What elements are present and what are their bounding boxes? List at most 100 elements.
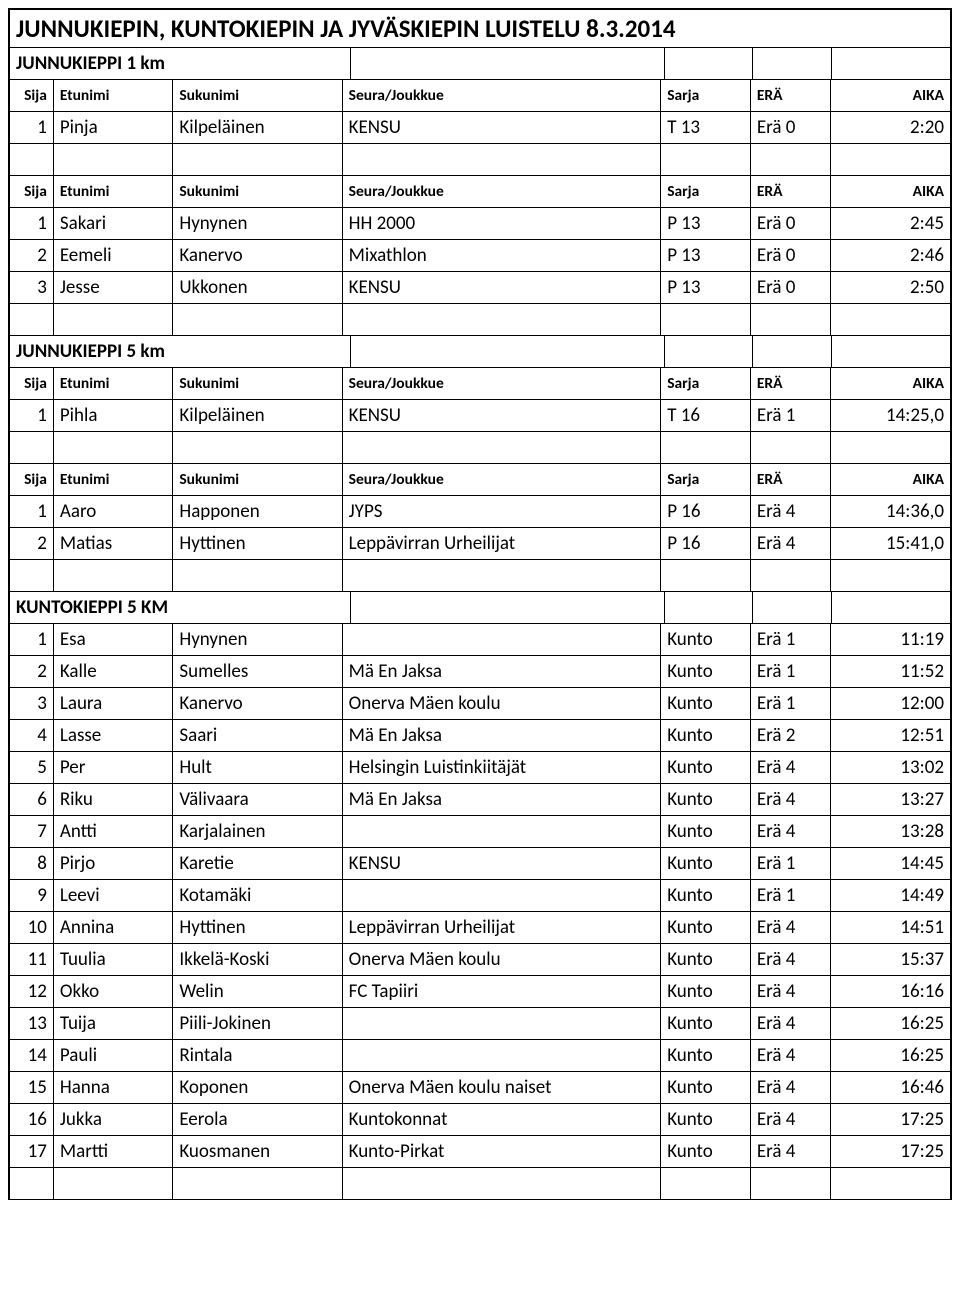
section-title: JUNNUKIEPPI 1 km	[10, 48, 351, 79]
cell-era: Erä 4	[751, 1104, 831, 1135]
data-row: 11TuuliaIkkelä-KoskiOnerva Mäen kouluKun…	[10, 944, 950, 976]
cell-era: Erä 4	[751, 816, 831, 847]
cell-etunimi: Esa	[54, 624, 174, 655]
cell-etunimi: Antti	[54, 816, 174, 847]
cell-sarja: P 16	[661, 528, 751, 559]
cell-sija: 13	[10, 1008, 54, 1039]
col-seura: Seura/Joukkue	[343, 80, 662, 111]
cell-seura: Onerva Mäen koulu naiset	[343, 1072, 662, 1103]
cell-aika: 2:46	[831, 240, 951, 271]
page-title: JUNNUKIEPIN, KUNTOKIEPIN JA JYVÄSKIEPIN …	[10, 10, 950, 47]
cell-etunimi: Sakari	[54, 208, 174, 239]
col-sukunimi: Sukunimi	[173, 176, 342, 207]
cell-sarja: Kunto	[661, 1040, 751, 1071]
cell-aika: 16:25	[831, 1008, 951, 1039]
cell-sarja: P 13	[661, 208, 751, 239]
data-row: 1PinjaKilpeläinenKENSUT 13Erä 02:20	[10, 112, 950, 144]
cell-sija: 1	[10, 112, 54, 143]
cell-sukunimi: Eerola	[173, 1104, 342, 1135]
cell-era: Erä 0	[751, 240, 831, 271]
cell-sukunimi: Kotamäki	[173, 880, 342, 911]
cell-etunimi: Kalle	[54, 656, 174, 687]
cell-aika: 14:36,0	[831, 496, 951, 527]
cell-aika: 17:25	[831, 1136, 951, 1167]
data-row: 6RikuVälivaaraMä En JaksaKuntoErä 413:27	[10, 784, 950, 816]
section-title: JUNNUKIEPPI 5 km	[10, 336, 351, 367]
cell-sarja: Kunto	[661, 880, 751, 911]
cell-sija: 1	[10, 400, 54, 431]
cell-seura: Kunto-Pirkat	[343, 1136, 662, 1167]
page-title-row: JUNNUKIEPIN, KUNTOKIEPIN JA JYVÄSKIEPIN …	[10, 10, 950, 48]
cell-seura: Leppävirran Urheilijat	[343, 912, 662, 943]
col-etunimi: Etunimi	[54, 176, 174, 207]
cell-aika: 15:37	[831, 944, 951, 975]
cell-sukunimi: Välivaara	[173, 784, 342, 815]
cell-era: Erä 0	[751, 208, 831, 239]
col-era: ERÄ	[751, 368, 831, 399]
col-sukunimi: Sukunimi	[173, 368, 342, 399]
cell-sukunimi: Hyttinen	[173, 528, 342, 559]
cell-sarja: Kunto	[661, 624, 751, 655]
data-row: 3JesseUkkonenKENSUP 13Erä 02:50	[10, 272, 950, 304]
cell-aika: 14:51	[831, 912, 951, 943]
col-sukunimi: Sukunimi	[173, 80, 342, 111]
cell-etunimi: Per	[54, 752, 174, 783]
cell-seura: KENSU	[343, 400, 662, 431]
col-seura: Seura/Joukkue	[343, 464, 662, 495]
cell-sija: 14	[10, 1040, 54, 1071]
cell-aika: 16:46	[831, 1072, 951, 1103]
data-row: 16JukkaEerolaKuntokonnatKuntoErä 417:25	[10, 1104, 950, 1136]
cell-etunimi: Hanna	[54, 1072, 174, 1103]
cell-sija: 7	[10, 816, 54, 847]
data-row: 3LauraKanervoOnerva Mäen kouluKuntoErä 1…	[10, 688, 950, 720]
section-title-row: JUNNUKIEPPI 5 km	[10, 336, 950, 368]
cell-sarja: T 16	[661, 400, 751, 431]
col-aika: AIKA	[831, 176, 951, 207]
column-header-row: SijaEtunimiSukunimiSeura/JoukkueSarjaERÄ…	[10, 368, 950, 400]
cell-seura: KENSU	[343, 848, 662, 879]
column-header-row: SijaEtunimiSukunimiSeura/JoukkueSarjaERÄ…	[10, 176, 950, 208]
data-row: 1PihlaKilpeläinenKENSUT 16Erä 114:25,0	[10, 400, 950, 432]
cell-era: Erä 4	[751, 1136, 831, 1167]
cell-sukunimi: Hult	[173, 752, 342, 783]
cell-era: Erä 4	[751, 1008, 831, 1039]
col-aika: AIKA	[831, 368, 951, 399]
col-sija: Sija	[10, 464, 54, 495]
data-row: 7AnttiKarjalainenKuntoErä 413:28	[10, 816, 950, 848]
cell-aika: 2:20	[831, 112, 951, 143]
cell-sukunimi: Saari	[173, 720, 342, 751]
cell-sija: 16	[10, 1104, 54, 1135]
cell-etunimi: Leevi	[54, 880, 174, 911]
cell-sija: 2	[10, 240, 54, 271]
cell-era: Erä 4	[751, 496, 831, 527]
cell-seura	[343, 816, 662, 847]
cell-aika: 12:00	[831, 688, 951, 719]
cell-aika: 12:51	[831, 720, 951, 751]
cell-seura	[343, 880, 662, 911]
cell-era: Erä 2	[751, 720, 831, 751]
blank-row	[10, 304, 950, 336]
cell-aika: 14:45	[831, 848, 951, 879]
cell-etunimi: Lasse	[54, 720, 174, 751]
cell-etunimi: Okko	[54, 976, 174, 1007]
cell-era: Erä 4	[751, 944, 831, 975]
cell-sija: 3	[10, 272, 54, 303]
cell-seura: Onerva Mäen koulu	[343, 688, 662, 719]
cell-sukunimi: Welin	[173, 976, 342, 1007]
cell-sarja: P 16	[661, 496, 751, 527]
cell-aika: 16:25	[831, 1040, 951, 1071]
cell-sija: 15	[10, 1072, 54, 1103]
cell-seura: FC Tapiiri	[343, 976, 662, 1007]
cell-sukunimi: Sumelles	[173, 656, 342, 687]
cell-sukunimi: Kanervo	[173, 240, 342, 271]
cell-era: Erä 4	[751, 752, 831, 783]
col-aika: AIKA	[831, 464, 951, 495]
cell-sukunimi: Karetie	[173, 848, 342, 879]
cell-etunimi: Pirjo	[54, 848, 174, 879]
cell-era: Erä 4	[751, 528, 831, 559]
cell-seura: Mä En Jaksa	[343, 720, 662, 751]
cell-sarja: Kunto	[661, 976, 751, 1007]
cell-sukunimi: Ikkelä-Koski	[173, 944, 342, 975]
cell-seura	[343, 1040, 662, 1071]
cell-sija: 2	[10, 528, 54, 559]
